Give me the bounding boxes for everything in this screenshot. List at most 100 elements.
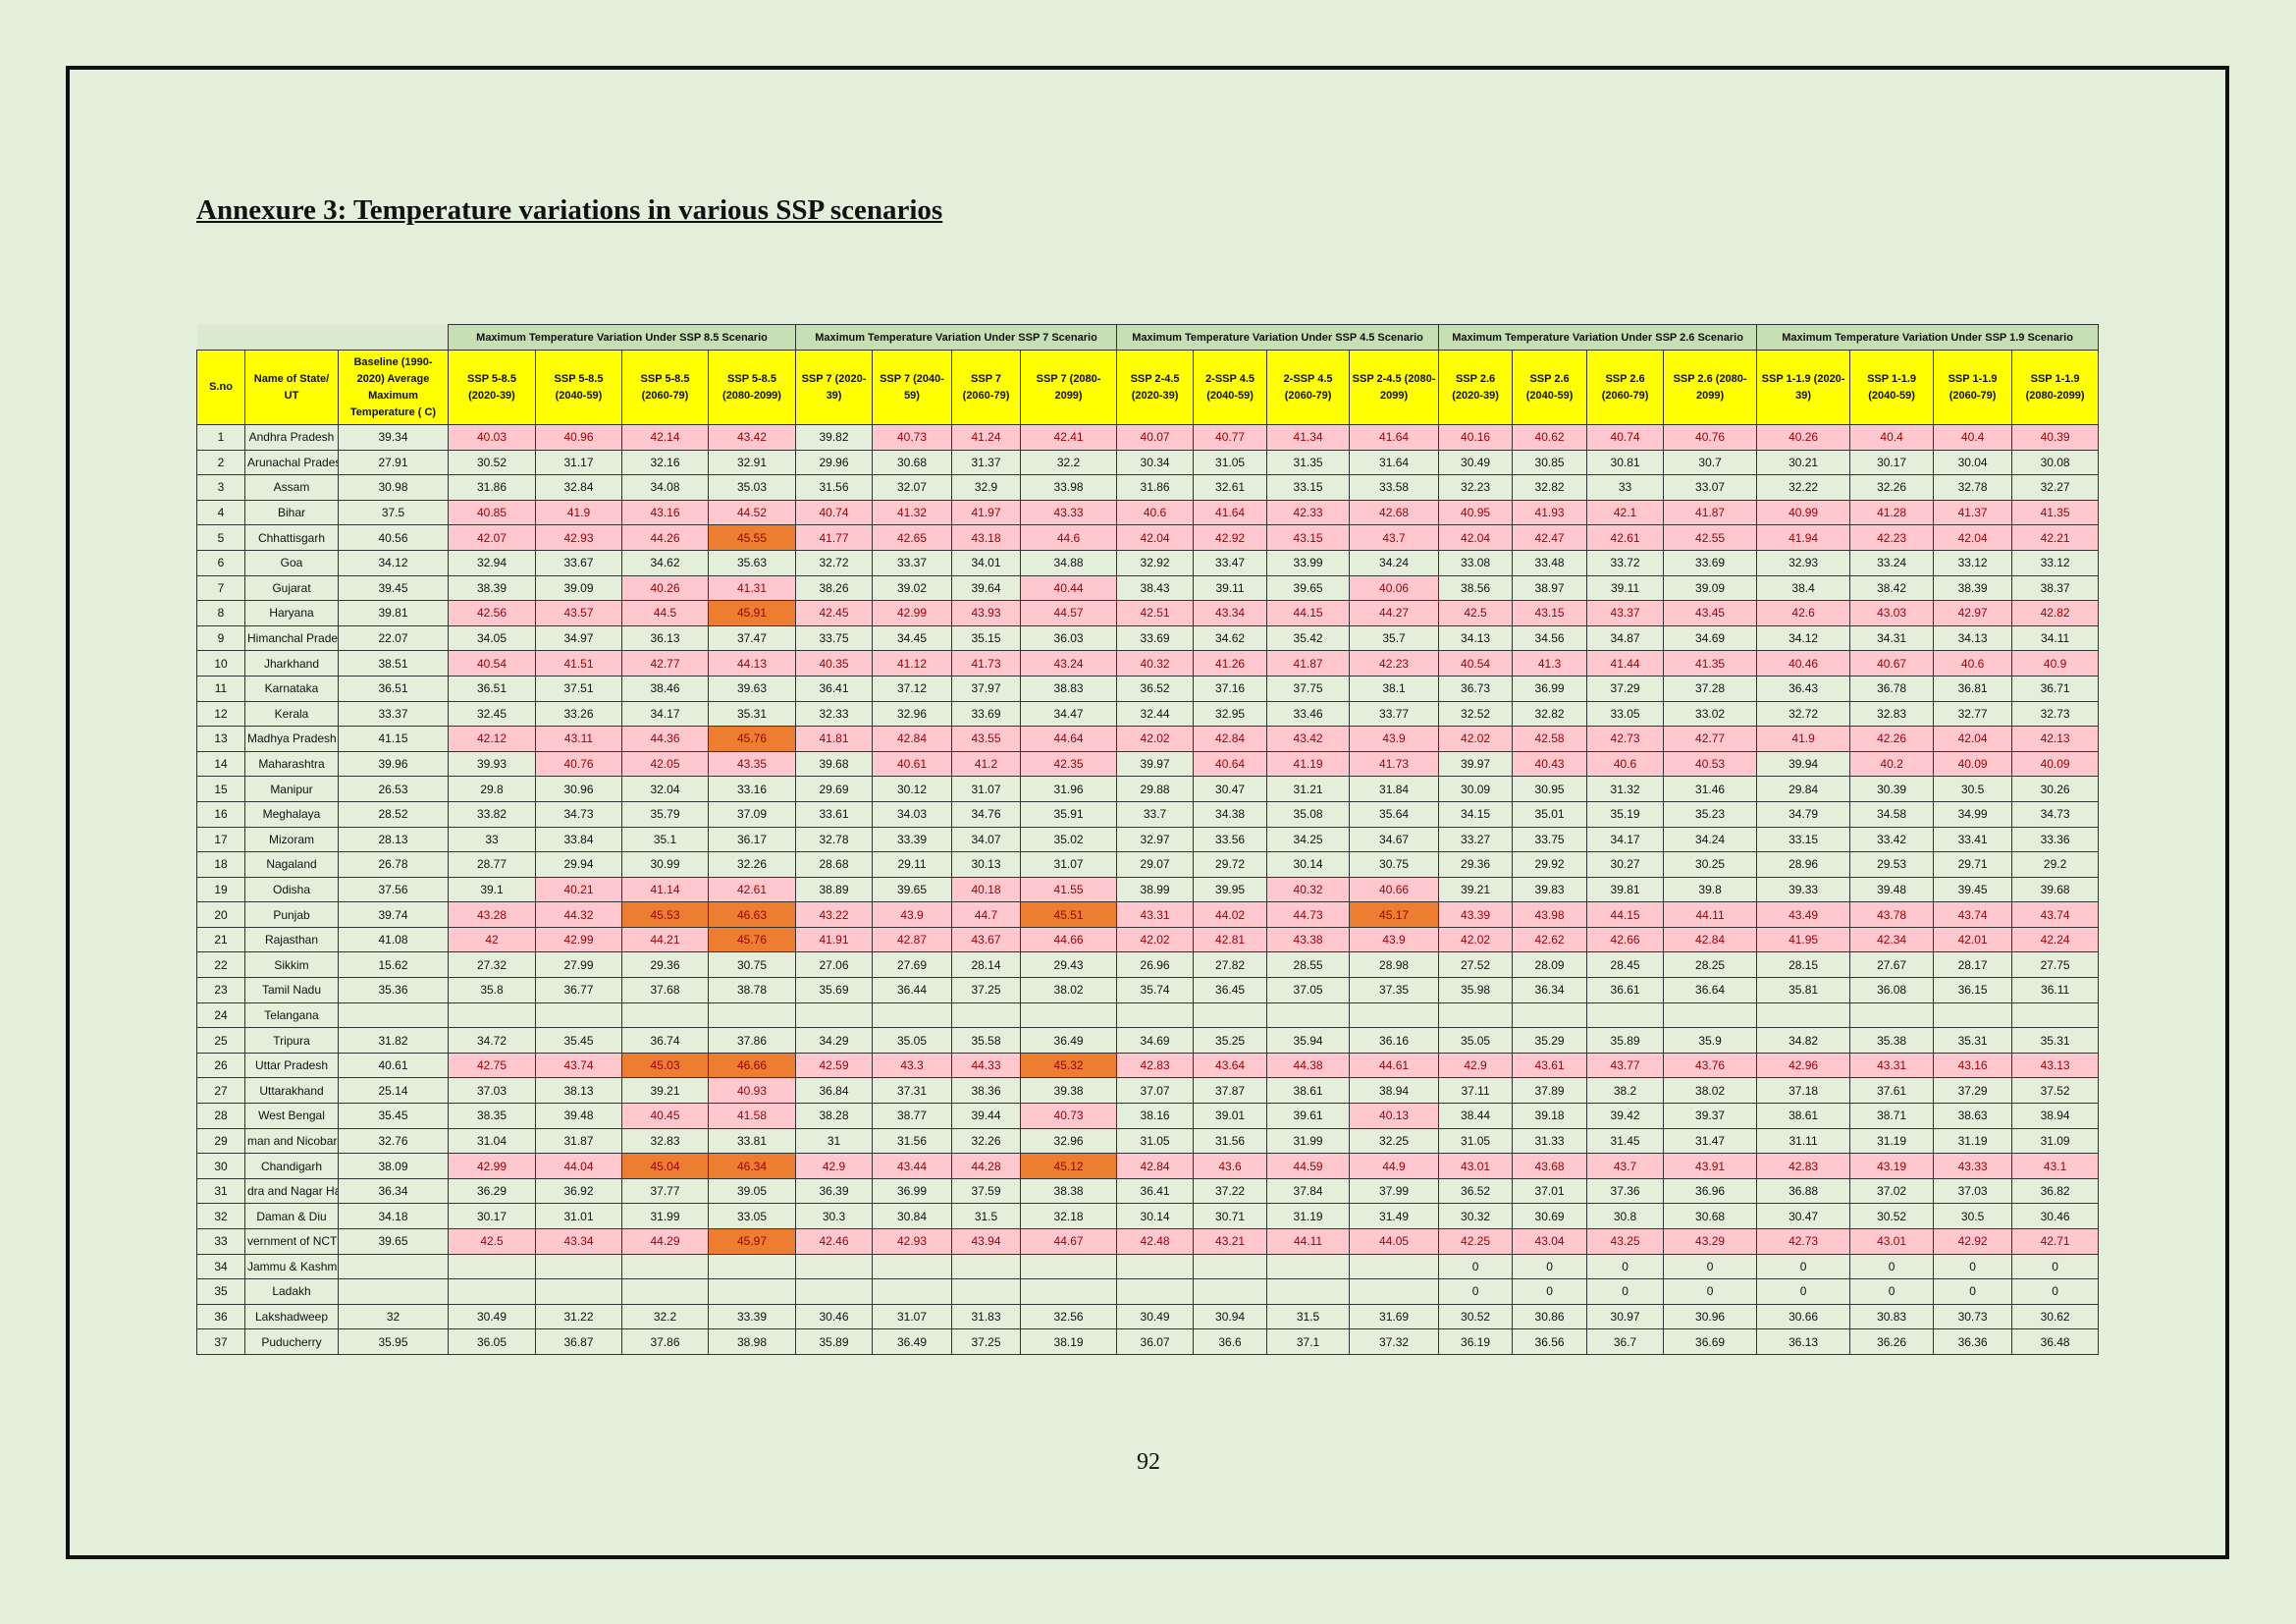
projection-cell: 43.39 xyxy=(1438,901,1514,928)
serial-number: 14 xyxy=(196,750,245,778)
projection-cell: 37.16 xyxy=(1193,675,1268,702)
projection-cell: 32.26 xyxy=(951,1127,1022,1155)
baseline-cell: 36.51 xyxy=(338,675,449,702)
serial-number: 4 xyxy=(196,499,245,526)
projection-cell: 42.02 xyxy=(1438,726,1514,752)
state-name: vernment of NCT of xyxy=(244,1228,339,1255)
scenario-group-header: Maximum Temperature Variation Under SSP … xyxy=(795,324,1118,351)
projection-cell: 36.73 xyxy=(1438,675,1514,702)
table-row: 15 Manipur 26.53 29.8 30.96 32.04 33.16 29.69 30… xyxy=(196,776,2100,802)
projection-cell: 40.62 xyxy=(1512,424,1588,451)
projection-cell: 43.15 xyxy=(1266,524,1351,551)
projection-cell: 32.72 xyxy=(795,549,874,576)
projection-cell: 34.82 xyxy=(1756,1027,1851,1054)
projection-cell: 30.09 xyxy=(1438,776,1514,802)
table-row: 28 West Bengal 35.45 38.35 39.48 40.45 41.58 38… xyxy=(196,1103,2100,1129)
projection-cell: 34.31 xyxy=(1849,624,1935,652)
projection-cell: 36.52 xyxy=(1438,1177,1514,1205)
projection-cell: 29.71 xyxy=(1933,851,2013,878)
baseline-cell: 41.15 xyxy=(338,726,449,752)
projection-cell: 33.69 xyxy=(1663,549,1758,576)
projection-cell: 36.41 xyxy=(795,675,874,702)
projection-cell: 34.25 xyxy=(1266,826,1351,853)
projection-cell: 30.68 xyxy=(872,449,953,476)
projection-cell: 40.03 xyxy=(448,424,536,451)
projection-cell: 41.58 xyxy=(707,1103,797,1129)
projection-cell: 42.04 xyxy=(1438,524,1514,551)
projection-cell: 42.92 xyxy=(1933,1228,2013,1255)
projection-cell xyxy=(795,1278,874,1305)
projection-cell: 42.04 xyxy=(1933,726,2013,752)
baseline-cell xyxy=(338,1253,449,1280)
state-name: Assam xyxy=(244,474,339,501)
projection-cell xyxy=(535,1001,622,1029)
projection-cell: 43.42 xyxy=(707,424,797,451)
projection-cell xyxy=(1933,1001,2013,1029)
projection-cell: 32.45 xyxy=(448,700,536,728)
projection-cell: 39.8 xyxy=(1663,876,1758,903)
projection-cell: 32.26 xyxy=(707,851,797,878)
projection-cell: 37.28 xyxy=(1663,675,1758,702)
projection-cell: 35.91 xyxy=(1020,800,1118,828)
projection-cell xyxy=(1266,1001,1351,1029)
projection-cell: 42.68 xyxy=(1349,499,1440,526)
projection-cell: 43.25 xyxy=(1586,1228,1665,1255)
projection-cell: 43.38 xyxy=(1266,926,1351,953)
projection-cell: 37.59 xyxy=(951,1177,1022,1205)
projection-cell: 36.36 xyxy=(1933,1328,2013,1355)
projection-cell: 42.23 xyxy=(1349,650,1440,677)
projection-cell: 33.75 xyxy=(1512,826,1588,853)
projection-cell: 31.05 xyxy=(1438,1127,1514,1155)
projection-cell: 34.79 xyxy=(1756,800,1851,828)
projection-cell: 37.51 xyxy=(535,675,622,702)
projection-cell: 36.56 xyxy=(1512,1328,1588,1355)
projection-cell: 30.86 xyxy=(1512,1303,1588,1330)
state-name: Jharkhand xyxy=(244,650,339,677)
projection-cell: 42.26 xyxy=(1849,726,1935,752)
projection-cell: 43.21 xyxy=(1193,1228,1268,1255)
projection-cell: 36.34 xyxy=(1512,977,1588,1003)
projection-cell: 36.99 xyxy=(1512,675,1588,702)
projection-cell: 38.97 xyxy=(1512,574,1588,602)
projection-cell: 34.15 xyxy=(1438,800,1514,828)
projection-cell: 41.34 xyxy=(1266,424,1351,451)
projection-cell: 36.49 xyxy=(1020,1027,1118,1054)
projection-cell: 0 xyxy=(1512,1278,1588,1305)
projection-cell xyxy=(535,1278,622,1305)
projection-cell: 32.33 xyxy=(795,700,874,728)
projection-cell: 44.64 xyxy=(1020,726,1118,752)
projection-cell: 35.81 xyxy=(1756,977,1851,1003)
projection-cell: 30.34 xyxy=(1116,449,1195,476)
projection-cell: 45.04 xyxy=(621,1153,709,1179)
projection-cell: 33.36 xyxy=(2011,826,2100,853)
projection-cell: 40.39 xyxy=(2011,424,2100,451)
projection-cell xyxy=(1116,1278,1195,1305)
serial-number: 13 xyxy=(196,726,245,752)
projection-cell: 31.22 xyxy=(535,1303,622,1330)
projection-cell: 34.47 xyxy=(1020,700,1118,728)
baseline-cell: 26.78 xyxy=(338,851,449,878)
projection-cell: 32.95 xyxy=(1193,700,1268,728)
column-header: SSP 1-1.9 (2060-79) xyxy=(1933,350,2013,425)
projection-cell xyxy=(1586,1001,1665,1029)
projection-cell: 37.32 xyxy=(1349,1328,1440,1355)
projection-cell: 36.74 xyxy=(621,1027,709,1054)
projection-cell: 30.94 xyxy=(1193,1303,1268,1330)
serial-number: 12 xyxy=(196,700,245,728)
projection-cell: 29.92 xyxy=(1512,851,1588,878)
projection-cell: 42.92 xyxy=(1193,524,1268,551)
temperature-table: Maximum Temperature Variation Under SSP … xyxy=(196,324,2100,1355)
table-row: 35 Ladakh 0 0 0 0 0 0 0 0 xyxy=(196,1278,2100,1305)
projection-cell: 30.68 xyxy=(1663,1203,1758,1229)
serial-number: 25 xyxy=(196,1027,245,1054)
projection-cell: 42.73 xyxy=(1756,1228,1851,1255)
projection-cell: 30.5 xyxy=(1933,1203,2013,1229)
projection-cell: 42.23 xyxy=(1849,524,1935,551)
table-row: 5 Chhattisgarh 40.56 42.07 42.93 44.26 45.55 41… xyxy=(196,524,2100,551)
projection-cell: 45.03 xyxy=(621,1052,709,1079)
projection-cell: 37.29 xyxy=(1933,1077,2013,1105)
projection-cell: 38.16 xyxy=(1116,1103,1195,1129)
projection-cell: 29.07 xyxy=(1116,851,1195,878)
baseline-cell xyxy=(338,1001,449,1029)
